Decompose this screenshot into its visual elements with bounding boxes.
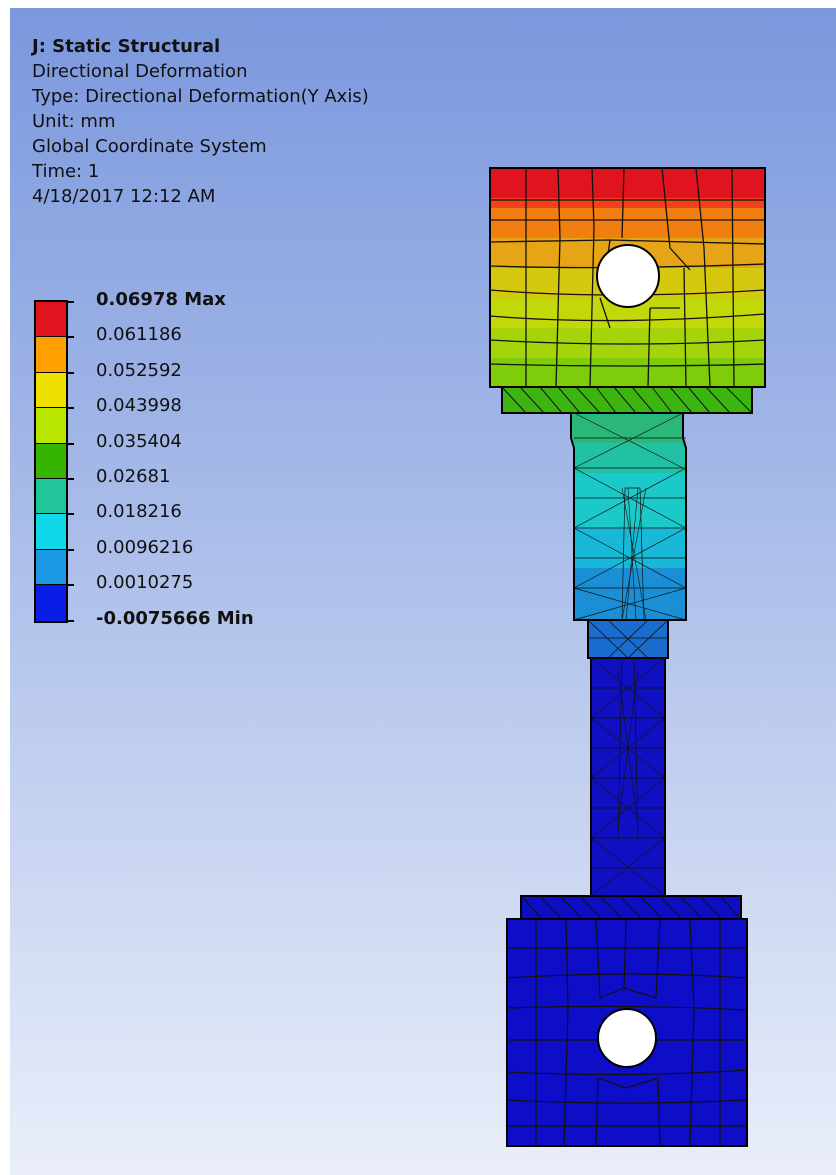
legend-tick xyxy=(68,371,74,374)
legend-band xyxy=(36,514,66,550)
legend-tick xyxy=(68,301,74,303)
legend-tick xyxy=(68,619,74,622)
coordinate-system: Global Coordinate System xyxy=(32,136,267,157)
result-type: Type: Directional Deformation(Y Axis) xyxy=(32,86,369,107)
neck-section xyxy=(570,412,687,621)
result-info: J: Static Structural Directional Deforma… xyxy=(32,34,369,209)
analysis-title: J: Static Structural xyxy=(32,36,221,57)
result-unit: Unit: mm xyxy=(32,111,116,132)
legend-value-label: 0.052592 xyxy=(96,359,182,381)
result-name: Directional Deformation xyxy=(32,61,248,82)
legend-tick xyxy=(68,584,74,587)
legend-band xyxy=(36,408,66,444)
legend-band xyxy=(36,443,66,479)
lower-shaft xyxy=(590,657,666,897)
legend-value-label: 0.018216 xyxy=(96,501,182,523)
legend-max-label: 0.06978 Max xyxy=(96,289,226,310)
fea-model[interactable] xyxy=(10,8,836,1175)
legend-tick xyxy=(68,407,74,410)
legend-tick xyxy=(68,548,74,551)
result-time: Time: 1 xyxy=(32,161,100,182)
legend-color-bar xyxy=(34,300,68,623)
legend-value-label: 0.035404 xyxy=(96,430,182,452)
graphics-viewport[interactable]: J: Static Structural Directional Deforma… xyxy=(10,8,836,1175)
legend-value-label: 0.043998 xyxy=(96,395,182,417)
legend-band xyxy=(36,372,66,409)
bottom-block xyxy=(506,918,748,1147)
top-shoulder xyxy=(501,386,753,414)
legend-value-label: 0.061186 xyxy=(96,324,182,346)
legend-band xyxy=(36,302,66,338)
legend-value-label: 0.0096216 xyxy=(96,536,194,558)
legend-tick xyxy=(68,478,74,480)
legend-band xyxy=(36,478,66,515)
legend-value-label: 0.02681 xyxy=(96,466,171,487)
result-date: 4/18/2017 12:12 AM xyxy=(32,186,216,207)
legend-value-label: 0.0010275 xyxy=(96,572,194,594)
legend-tick xyxy=(68,442,74,445)
top-block xyxy=(489,167,766,388)
legend-min-label: -0.0075666 Min xyxy=(96,607,254,629)
legend-tick xyxy=(68,513,74,516)
legend-tick xyxy=(68,336,74,339)
legend-band xyxy=(36,549,66,586)
mid-collar xyxy=(587,619,669,659)
legend-band xyxy=(36,585,66,621)
legend-band xyxy=(36,337,66,373)
bottom-shoulder xyxy=(520,895,742,920)
